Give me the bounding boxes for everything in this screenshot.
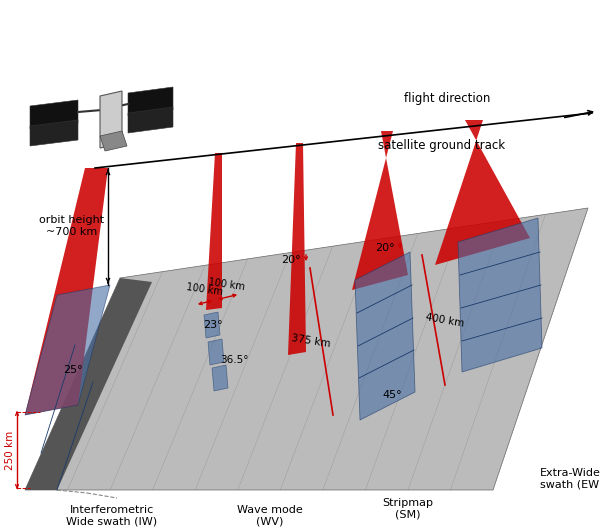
Text: 20°: 20°	[376, 243, 395, 253]
Polygon shape	[352, 131, 408, 290]
Polygon shape	[30, 100, 78, 129]
Text: 375 km: 375 km	[291, 333, 331, 349]
Polygon shape	[206, 153, 222, 310]
Polygon shape	[25, 168, 108, 415]
Text: 45°: 45°	[382, 390, 402, 400]
Polygon shape	[435, 120, 530, 265]
Text: 20°: 20°	[281, 255, 301, 265]
Polygon shape	[355, 252, 415, 420]
Polygon shape	[100, 131, 127, 151]
Text: 23°: 23°	[203, 320, 223, 330]
Polygon shape	[128, 107, 173, 133]
Polygon shape	[25, 285, 110, 415]
Text: flight direction: flight direction	[404, 92, 490, 105]
Text: 25°: 25°	[63, 365, 83, 375]
Text: Interferometric
Wide swath (IW): Interferometric Wide swath (IW)	[67, 505, 158, 526]
Polygon shape	[25, 208, 588, 490]
Polygon shape	[458, 218, 542, 372]
Text: orbit height
~700 km: orbit height ~700 km	[40, 215, 104, 237]
Text: 250 km: 250 km	[5, 430, 15, 469]
Text: satellite ground track: satellite ground track	[378, 139, 505, 152]
Text: 36.5°: 36.5°	[220, 355, 248, 365]
Polygon shape	[25, 278, 152, 490]
Polygon shape	[208, 339, 224, 365]
Text: Extra-Wide
swath (EW): Extra-Wide swath (EW)	[540, 468, 600, 489]
Polygon shape	[288, 143, 306, 355]
Text: Stripmap
(SM): Stripmap (SM)	[383, 498, 433, 520]
Text: 100 km: 100 km	[186, 282, 224, 297]
Polygon shape	[128, 87, 173, 116]
Polygon shape	[204, 312, 220, 338]
Polygon shape	[212, 365, 228, 391]
Text: 100 km: 100 km	[208, 278, 246, 293]
Polygon shape	[100, 91, 122, 148]
Polygon shape	[30, 120, 78, 146]
Text: Wave mode
(WV): Wave mode (WV)	[237, 505, 303, 526]
Text: 400 km: 400 km	[425, 312, 465, 328]
